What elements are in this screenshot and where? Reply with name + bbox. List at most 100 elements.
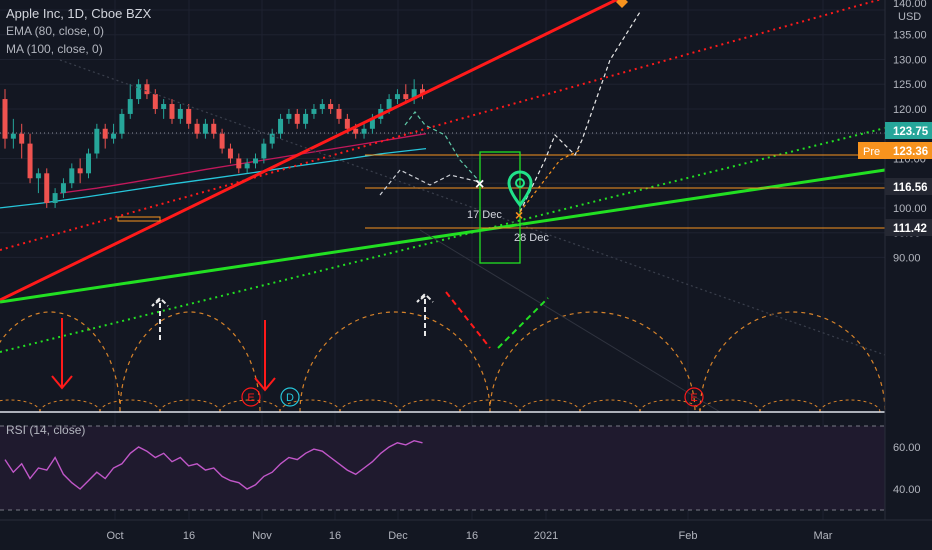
grey-dotted-line <box>59 59 886 356</box>
teal-dashed-path <box>404 111 481 183</box>
candle-body <box>52 193 58 203</box>
event-label: D <box>286 392 294 404</box>
candle-body <box>344 118 350 129</box>
projection-box <box>479 151 521 264</box>
price-label-box <box>885 142 932 159</box>
candle-body <box>353 128 359 134</box>
time-axis: Oct 16 Nov 16 Dec 16 2021 Feb Mar <box>0 519 932 542</box>
cycle-arc <box>299 311 491 413</box>
event-label: E <box>690 392 697 404</box>
candle-body <box>236 158 242 169</box>
candle-body <box>69 168 75 184</box>
orange-diamond <box>616 0 628 8</box>
currency-label: USD <box>898 11 921 23</box>
candle-body <box>86 153 91 174</box>
candle-body <box>102 128 108 139</box>
price-label-116.56: 116.56 <box>893 182 928 194</box>
ma-line <box>59 133 427 194</box>
candle-body <box>202 123 208 134</box>
candle-body <box>411 89 417 100</box>
candle-body <box>269 133 275 144</box>
price-label-123.36: 123.36 <box>893 146 928 158</box>
price-tick-label: 140.00 <box>893 0 927 10</box>
candle-body <box>60 183 66 194</box>
candle-body <box>19 133 25 144</box>
candle-body <box>94 128 100 154</box>
event-circle <box>684 387 704 407</box>
rsi-legend: RSI (14, close) <box>6 423 86 437</box>
time-tick-label: Oct <box>106 530 123 542</box>
annotation-28-dec: 28 Dec <box>514 232 549 244</box>
candle-body <box>177 108 183 119</box>
pre-tag-label: Pre <box>863 146 880 158</box>
white-up-arrow <box>151 296 169 340</box>
candle-body <box>77 168 83 174</box>
candle-body <box>369 118 375 129</box>
time-tick-label: Nov <box>252 530 272 542</box>
candle-body <box>303 113 309 124</box>
candle-body <box>27 143 33 179</box>
candle-body <box>227 148 233 159</box>
time-tick-label: 16 <box>329 530 341 542</box>
annotation-17-dec: 17 Dec <box>467 209 502 221</box>
candle-body <box>294 113 300 124</box>
candle-body <box>35 173 41 179</box>
price-tick-label: 125.00 <box>893 79 927 91</box>
rsi-band <box>0 426 885 510</box>
candle-body <box>278 118 284 134</box>
rsi-pane <box>0 425 885 511</box>
candle-body <box>319 104 325 109</box>
pre-tag-box <box>858 142 885 159</box>
time-tick-label: Dec <box>388 530 408 542</box>
candle-body <box>244 163 250 169</box>
candle-body <box>361 128 367 134</box>
candle-body <box>219 133 225 149</box>
rsi-line <box>4 439 423 490</box>
candle-body <box>144 84 150 95</box>
candle-body <box>127 99 133 114</box>
price-label-123.75: 123.75 <box>893 126 929 138</box>
time-tick-label: 16 <box>183 530 195 542</box>
price-tick-label: 100.00 <box>893 203 927 215</box>
event-circle <box>241 387 261 407</box>
cross-mark: × <box>515 207 523 223</box>
red-down-arrowhead <box>254 377 276 392</box>
candle-body <box>253 158 258 164</box>
price-label-box <box>885 122 932 139</box>
price-label-box <box>885 178 932 195</box>
candle-body <box>2 99 8 139</box>
ma-legend: MA (100, close, 0) <box>6 42 103 56</box>
ema-legend: EMA (80, close, 0) <box>6 24 105 38</box>
time-tick-label: Mar <box>814 530 833 542</box>
price-tick-label: 130.00 <box>893 54 927 66</box>
orange-box <box>117 216 161 222</box>
candle-body <box>211 123 217 134</box>
rsi-tick-label: 40.00 <box>893 484 921 496</box>
candle-body <box>161 104 167 109</box>
candle-body <box>119 113 125 134</box>
candle-body <box>403 94 409 100</box>
candle-body <box>420 89 425 95</box>
green-trendline <box>0 168 886 304</box>
green-dashed-arrow <box>497 297 549 349</box>
candles <box>2 79 425 208</box>
candle-body <box>111 133 117 139</box>
trend-drawings: × × 17 Dec 28 Dec E D E <box>0 0 886 413</box>
price-tick-label: 90.00 <box>893 252 921 264</box>
candle-body <box>10 133 16 139</box>
red-dashed-arrow <box>445 291 491 349</box>
candle-body <box>169 104 175 119</box>
location-marker <box>507 170 533 208</box>
moving-average-lines <box>0 133 427 209</box>
candle-body <box>386 99 392 109</box>
price-tick-label: 120.00 <box>893 104 927 116</box>
price-label-box <box>885 219 932 236</box>
candle-body <box>394 94 400 100</box>
candle-body <box>186 108 192 124</box>
chart-title: Apple Inc, 1D, Cboe BZX <box>6 6 152 21</box>
event-circle <box>280 387 300 407</box>
candle-body <box>194 123 200 134</box>
price-tick-label: 135.00 <box>893 30 927 42</box>
grey-line <box>419 229 721 413</box>
